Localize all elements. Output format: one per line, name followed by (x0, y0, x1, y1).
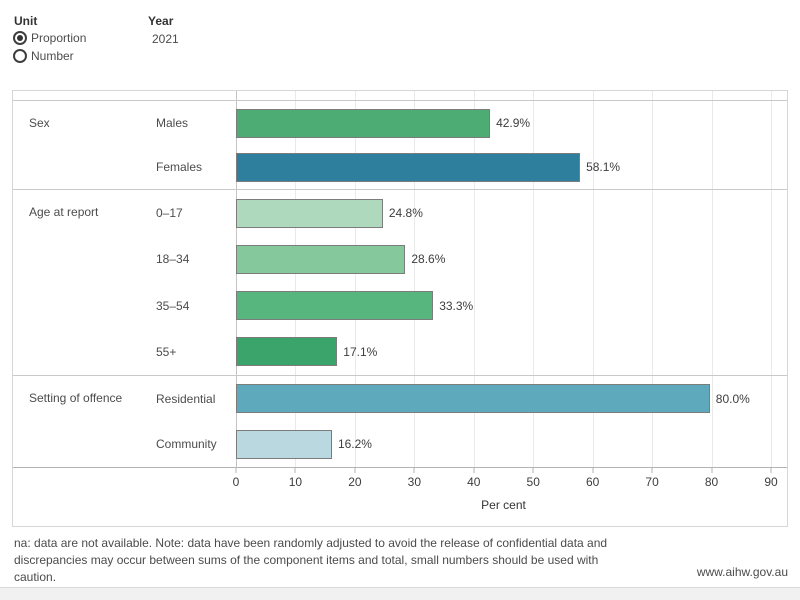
radio-option-label: Proportion (31, 31, 87, 45)
category-label: Age at report (29, 205, 99, 219)
radio-unselected-icon[interactable] (13, 49, 27, 63)
bar-value-label: 16.2% (337, 437, 372, 452)
bar-age-0-17[interactable] (236, 198, 383, 228)
year-value-dropdown[interactable]: 2021 (152, 32, 179, 46)
bar-track: 24.8% (236, 198, 769, 228)
row-label: Residential (156, 391, 216, 406)
bar-age-55-plus[interactable] (236, 337, 338, 367)
bar-track: 16.2% (236, 429, 769, 459)
bar-value-label: 28.6% (411, 252, 446, 267)
axis-tick (235, 468, 237, 473)
bar-row: 55+ 17.1% (144, 329, 787, 375)
axis-tick (294, 468, 296, 473)
bar-value-label: 42.9% (496, 116, 531, 130)
axis-tick-label: 90 (764, 475, 778, 489)
axis-tick-label: 50 (526, 475, 540, 489)
bar-row: Community 16.2% (144, 422, 787, 468)
chart-group-age: Age at report 0–17 24.8% 18–34 28.6% (13, 189, 787, 375)
axis-tick (413, 468, 415, 473)
bar-females[interactable] (236, 152, 581, 182)
bar-track: 33.3% (236, 291, 769, 321)
gridline (533, 91, 535, 467)
axis-tick (711, 468, 713, 473)
gridline-layer (236, 91, 772, 467)
bar-row: 35–54 33.3% (144, 283, 787, 329)
gridline (771, 91, 772, 467)
gridline (592, 91, 594, 467)
row-label: 18–34 (156, 252, 190, 267)
bar-row: Females 58.1% (144, 145, 787, 189)
gridline (711, 91, 713, 467)
row-label: 55+ (156, 344, 177, 359)
bar-row: Residential 80.0% (144, 376, 787, 422)
gridline (414, 91, 416, 467)
axis-tick (651, 468, 653, 473)
chart-group-sex: Sex Males 42.9% Females 58.1% (13, 100, 787, 189)
bar-value-label: 17.1% (343, 344, 378, 359)
bottom-strip (0, 587, 800, 600)
axis-tick (770, 468, 772, 473)
row-label: Males (156, 116, 189, 130)
axis-tick-label: 40 (467, 475, 481, 489)
axis-zero-line (236, 91, 237, 467)
bar-row: Males 42.9% (144, 101, 787, 145)
unit-label: Unit (14, 14, 38, 28)
x-axis: 0 10 20 30 40 50 60 70 80 90 Per cent (13, 467, 787, 526)
axis-tick (354, 468, 356, 473)
category-label: Sex (29, 116, 50, 130)
bar-value-label: 58.1% (586, 160, 621, 174)
bar-residential[interactable] (236, 384, 710, 414)
bar-track: 28.6% (236, 244, 769, 274)
row-label: 35–54 (156, 298, 190, 313)
bar-age-35-54[interactable] (236, 291, 434, 321)
aihw-link[interactable]: www.aihw.gov.au (696, 565, 788, 579)
bar-track: 58.1% (236, 152, 769, 182)
bar-age-18-34[interactable] (236, 244, 406, 274)
bar-track: 42.9% (236, 108, 769, 138)
radio-option-number[interactable]: Number (13, 49, 74, 63)
gridline (473, 91, 475, 467)
radio-option-label: Number (31, 49, 74, 63)
gridline (354, 91, 356, 467)
controls-area: Unit Proportion Number Year 2021 (0, 0, 800, 90)
axis-tick-label: 20 (348, 475, 362, 489)
row-label: Females (156, 160, 203, 174)
chart-group-setting: Setting of offence Residential 80.0% Com… (13, 375, 787, 467)
bar-value-label: 80.0% (715, 391, 750, 406)
tick-layer: 0 10 20 30 40 50 60 70 80 90 (232, 468, 778, 526)
category-label: Setting of offence (29, 391, 123, 405)
row-label: 0–17 (156, 206, 183, 221)
radio-option-proportion[interactable]: Proportion (13, 31, 86, 45)
x-axis-title: Per cent (481, 498, 526, 512)
axis-tick-label: 80 (704, 475, 719, 489)
gridline (295, 91, 297, 467)
axis-tick-label: 70 (645, 475, 659, 489)
footnote-text: na: data are not available. Note: data h… (14, 536, 608, 584)
year-label: Year (148, 14, 174, 28)
axis-tick-label: 60 (585, 475, 600, 489)
axis-tick (473, 468, 475, 473)
axis-tick-label: 0 (232, 475, 240, 489)
bar-males[interactable] (236, 108, 491, 138)
bar-row: 18–34 28.6% (144, 236, 787, 282)
bar-value-label: 33.3% (439, 298, 474, 313)
bar-value-label: 24.8% (388, 206, 423, 221)
chart-panel: Sex Males 42.9% Females 58.1% (12, 90, 788, 527)
row-label: Community (156, 437, 217, 452)
axis-tick (532, 468, 534, 473)
axis-tick-label: 30 (407, 475, 422, 489)
radio-selected-icon[interactable] (13, 31, 27, 45)
bar-track: 80.0% (236, 384, 769, 414)
bar-community[interactable] (236, 429, 332, 459)
chart-groups: Sex Males 42.9% Females 58.1% (13, 100, 787, 467)
axis-tick (592, 468, 594, 473)
bar-track: 17.1% (236, 337, 769, 367)
bar-row: 0–17 24.8% (144, 190, 787, 236)
axis-tick-label: 10 (288, 475, 303, 489)
gridline (652, 91, 654, 467)
